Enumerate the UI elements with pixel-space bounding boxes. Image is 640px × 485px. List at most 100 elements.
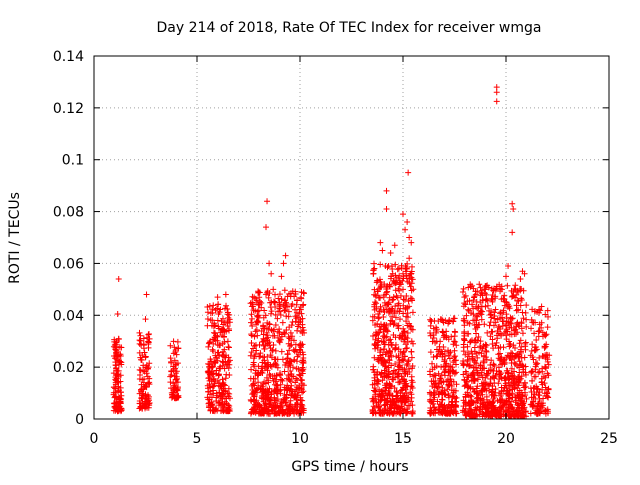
data-point — [537, 307, 544, 314]
data-point — [275, 295, 282, 302]
data-point — [212, 330, 219, 337]
data-point — [462, 412, 469, 419]
data-point — [174, 386, 181, 393]
data-point — [271, 356, 278, 363]
data-point — [252, 328, 259, 335]
data-point — [218, 399, 225, 406]
data-point — [139, 392, 146, 399]
data-point — [220, 321, 227, 328]
data-point — [407, 398, 414, 405]
data-point — [278, 273, 285, 280]
data-point — [545, 361, 552, 368]
data-point — [496, 412, 503, 419]
data-point — [374, 277, 381, 284]
data-point — [402, 386, 409, 393]
data-point — [146, 375, 153, 382]
data-point — [298, 342, 305, 349]
data-point — [441, 356, 448, 363]
data-point — [168, 359, 175, 366]
data-point — [113, 364, 120, 371]
data-point — [483, 356, 490, 363]
data-point — [268, 310, 275, 317]
data-point — [430, 353, 437, 360]
data-point — [294, 327, 301, 334]
data-point — [511, 411, 518, 418]
data-point — [477, 338, 484, 345]
data-point — [248, 311, 255, 318]
data-point — [252, 409, 259, 416]
data-point — [264, 367, 271, 374]
data-point — [436, 343, 443, 350]
data-point — [433, 363, 440, 370]
data-point — [259, 359, 266, 366]
data-point — [204, 322, 211, 329]
data-point — [478, 316, 485, 323]
data-point — [512, 282, 519, 289]
data-point — [277, 336, 284, 343]
data-point — [282, 302, 289, 309]
data-point — [395, 322, 402, 329]
y-tick-label: 0.02 — [53, 360, 84, 376]
data-point — [387, 401, 394, 408]
data-point — [288, 392, 295, 399]
data-point — [115, 275, 122, 282]
data-point — [430, 332, 437, 339]
data-point — [291, 293, 298, 300]
data-point — [390, 331, 397, 338]
data-point — [508, 356, 515, 363]
data-point — [373, 400, 380, 407]
data-point — [462, 351, 469, 358]
data-point — [379, 377, 386, 384]
data-point — [294, 407, 301, 414]
data-point — [143, 291, 150, 298]
data-point — [445, 336, 452, 343]
data-point — [263, 335, 270, 342]
data-point — [385, 337, 392, 344]
data-point — [252, 375, 259, 382]
data-point — [219, 390, 226, 397]
data-point — [384, 264, 391, 271]
data-point — [266, 371, 273, 378]
data-point — [471, 377, 478, 384]
data-point — [114, 378, 121, 385]
data-point — [531, 347, 538, 354]
data-point — [396, 359, 403, 366]
data-point — [544, 393, 551, 400]
data-point — [224, 361, 231, 368]
data-point — [266, 401, 273, 408]
data-point — [545, 386, 552, 393]
data-point — [450, 359, 457, 366]
data-point — [212, 359, 219, 366]
data-point — [300, 382, 307, 389]
data-point — [464, 389, 471, 396]
data-point — [270, 361, 277, 368]
data-point — [248, 315, 255, 322]
data-point — [398, 398, 405, 405]
data-point — [487, 412, 494, 419]
data-point — [532, 344, 539, 351]
data-point — [545, 372, 552, 379]
data-point — [282, 307, 289, 314]
data-point — [249, 381, 256, 388]
data-point — [266, 320, 273, 327]
data-point — [539, 353, 546, 360]
data-point — [377, 294, 384, 301]
data-point — [459, 407, 466, 414]
data-point — [114, 368, 121, 375]
data-point — [392, 341, 399, 348]
data-point — [443, 328, 450, 335]
data-point — [396, 334, 403, 341]
data-point — [279, 356, 286, 363]
data-point — [487, 319, 494, 326]
data-point — [372, 329, 379, 336]
data-point — [530, 394, 537, 401]
data-point — [474, 354, 481, 361]
data-point — [465, 410, 472, 417]
data-point — [116, 394, 123, 401]
y-tick-label: 0.06 — [53, 256, 84, 272]
data-point — [531, 330, 538, 337]
data-point — [141, 384, 148, 391]
data-point — [381, 358, 388, 365]
data-point — [538, 303, 545, 310]
data-point — [453, 369, 460, 376]
